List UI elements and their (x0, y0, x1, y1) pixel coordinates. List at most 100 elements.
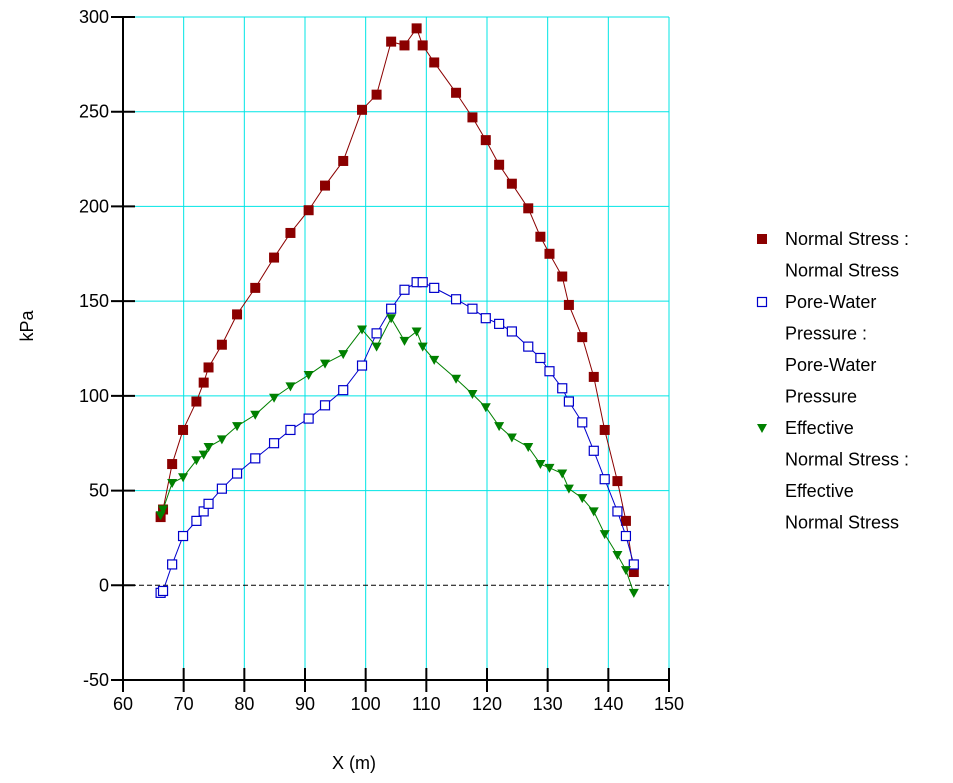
data-point (167, 478, 178, 488)
plot-series (155, 23, 639, 598)
data-point (480, 403, 491, 413)
data-point (557, 383, 568, 394)
data-point (563, 484, 574, 494)
data-point (577, 494, 588, 504)
legend-item: Effective Normal Stress : Effective Normal … (757, 418, 909, 533)
data-point (535, 231, 546, 242)
data-point (191, 396, 202, 407)
data-point (506, 178, 517, 189)
data-point (386, 303, 397, 314)
data-point (480, 313, 491, 324)
data-point (494, 318, 505, 329)
data-point (203, 362, 214, 373)
data-point (269, 393, 280, 403)
series-1 (155, 277, 639, 598)
series-line (160, 317, 635, 594)
x-tick-label: 110 (412, 694, 441, 714)
data-point (250, 282, 261, 293)
data-point (599, 474, 610, 485)
x-tick-label: 130 (533, 694, 563, 714)
legend-label: Pressure : (785, 324, 867, 344)
data-point (399, 336, 410, 346)
x-tick-label: 120 (472, 694, 502, 714)
data-point (523, 203, 534, 214)
data-point (628, 567, 639, 578)
data-point (356, 360, 368, 371)
data-point (285, 227, 296, 238)
data-point (450, 294, 462, 305)
data-point (494, 159, 505, 170)
data-point (371, 89, 382, 100)
data-point (577, 417, 588, 428)
data-point (612, 506, 623, 517)
data-point (535, 460, 546, 470)
data-point (429, 355, 440, 365)
data-point (269, 252, 280, 263)
y-tick-label: 250 (79, 102, 109, 122)
legend-label: Pressure (785, 387, 857, 407)
y-tick-label: 300 (79, 7, 109, 27)
data-point (588, 445, 599, 456)
data-point (178, 424, 189, 435)
data-point (178, 473, 189, 483)
data-point (319, 400, 331, 411)
data-point (303, 413, 314, 424)
data-point (216, 483, 227, 494)
legend: Normal Stress : Normal Stress Pore-Water Pr… (756, 229, 909, 533)
x-axis-label: X (m) (332, 753, 376, 773)
data-point (198, 450, 209, 460)
data-point (198, 377, 209, 388)
legend-marker (756, 296, 768, 308)
data-point (167, 459, 178, 470)
data-point (216, 339, 227, 350)
data-point (523, 341, 534, 352)
data-point (338, 385, 349, 396)
data-point (544, 366, 555, 377)
data-point (250, 410, 261, 420)
y-tick-label: 0 (99, 575, 109, 595)
data-point (467, 303, 478, 314)
legend-label: Normal Stress (785, 261, 899, 281)
legend-item: Pore-Water Pressure : Pore-Water Pressure (756, 292, 876, 407)
data-point (557, 271, 568, 282)
data-point (320, 180, 331, 191)
legend-label: Normal Stress : (785, 229, 909, 249)
data-point (451, 87, 462, 98)
data-point (411, 327, 422, 337)
data-point (157, 585, 169, 597)
data-point (320, 359, 331, 369)
legend-label: Effective (785, 418, 854, 438)
data-point (620, 566, 631, 576)
data-point (371, 342, 382, 352)
data-point (451, 374, 462, 384)
data-point (357, 104, 368, 115)
data-point (250, 453, 261, 464)
x-tick-label: 150 (654, 694, 684, 714)
data-point (417, 277, 428, 288)
legend-item: Normal Stress : Normal Stress (757, 229, 909, 281)
axes (111, 16, 670, 692)
data-point (191, 456, 202, 466)
data-point (232, 309, 243, 320)
legend-label: Effective (785, 481, 854, 501)
data-point (557, 469, 568, 479)
data-point (612, 550, 623, 560)
data-point (480, 135, 491, 146)
data-point (563, 396, 575, 407)
data-point (371, 328, 382, 339)
legend-marker (757, 234, 767, 244)
x-tick-label: 140 (593, 694, 623, 714)
data-point (506, 326, 517, 337)
data-point (399, 40, 410, 51)
data-point (588, 507, 599, 517)
data-point (620, 530, 632, 542)
data-point (191, 515, 202, 526)
tick-labels: 60 70 80 90 100 110 120 130 140 150 -50 0 50 100 150 20… (79, 7, 684, 714)
data-point (158, 505, 169, 515)
data-point (577, 332, 588, 343)
data-point (338, 350, 349, 360)
data-point (399, 284, 410, 295)
data-point (216, 435, 227, 445)
x-tick-label: 70 (174, 694, 194, 714)
